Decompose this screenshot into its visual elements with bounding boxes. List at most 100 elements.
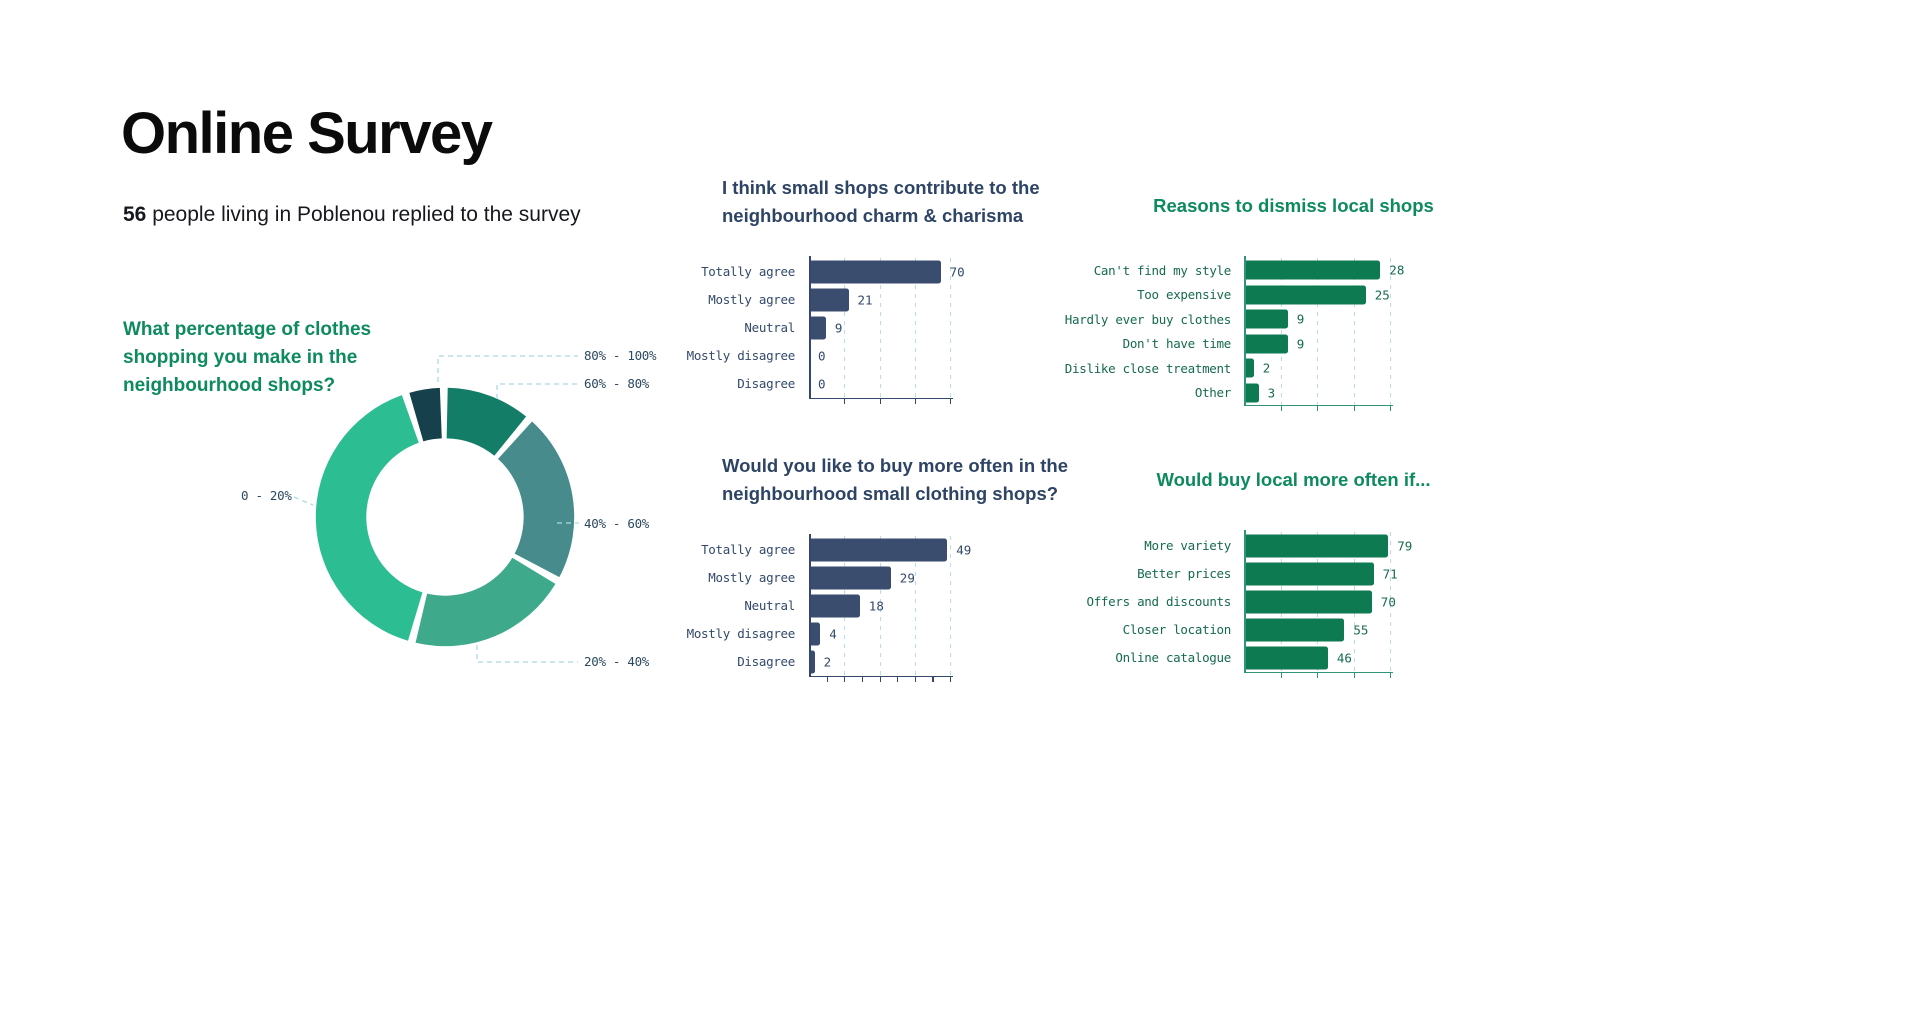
donut-callout-label-80-100: 80% - 100% (584, 348, 657, 363)
bar-value-label: 49 (956, 542, 972, 557)
bar (1244, 562, 1374, 586)
bar-row: Dislike close treatment 2 (1041, 356, 1421, 381)
x-axis-line (809, 675, 953, 677)
bar-row: Mostly disagree 0 (687, 342, 1080, 370)
bar-track: 55 (1244, 616, 1390, 644)
respondent-count: 56 (123, 203, 147, 226)
bar-row: Can't find my style 28 (1041, 258, 1421, 283)
bar-category-label: Mostly agree (708, 292, 795, 307)
donut-callout-label-20-40: 20% - 40% (584, 654, 650, 669)
bar-category-label: Totally agree (701, 264, 795, 279)
bar-value-label: 18 (868, 598, 884, 613)
bar-plot: Can't find my style 28 Too expensive 25 Hard… (1041, 255, 1421, 413)
donut-segment-40% - 60% (498, 421, 575, 578)
bar-track: 28 (1244, 258, 1404, 283)
bar-chart-title: I think small shops contribute to the ne… (722, 177, 1040, 226)
gridline (1390, 257, 1391, 405)
bar-category-label: Too expensive (1137, 287, 1231, 302)
x-axis-tick (950, 398, 952, 404)
x-axis-line (1244, 671, 1393, 674)
bar-value-label: 70 (1380, 594, 1396, 610)
x-axis-tick (861, 676, 864, 682)
bar-row: Totally agree 49 (700, 536, 1080, 564)
bar-category-label: Dislike close treatment (1064, 360, 1232, 376)
bar-chart-small-shops-charm: I think small shops contribute to the ne… (687, 174, 1080, 406)
y-axis-line (1244, 255, 1246, 406)
x-axis-tick (879, 398, 881, 404)
donut-chart-title: What percentage of clothes shopping you … (123, 319, 372, 396)
x-axis-tick (826, 676, 828, 682)
bar-track: 18 (809, 592, 950, 620)
bar (1244, 285, 1366, 304)
bar-category-label: Disagree (737, 654, 795, 669)
gridline (844, 257, 846, 398)
bar (1244, 334, 1288, 353)
bar (1244, 358, 1254, 378)
donut-segment-20% - 40% (415, 557, 556, 647)
bar-row: Offers and discounts 70 (1041, 588, 1421, 616)
gridline (1390, 531, 1391, 672)
bar-value-label: 2 (823, 654, 832, 669)
x-axis-tick (1317, 672, 1319, 678)
bar-track: 0 (809, 370, 950, 398)
bar (1244, 590, 1372, 614)
y-axis-line (809, 255, 811, 399)
bar-plot: Totally agree 49 Mostly agree 29 Neutral 18 Mo… (686, 533, 1080, 684)
bar-row: Totally agree 70 (700, 258, 1080, 286)
bar (1244, 309, 1288, 329)
bar (809, 260, 941, 283)
donut-segment-80% - 100% (409, 387, 442, 442)
x-axis-line (809, 397, 953, 399)
bar-value-label: 21 (857, 292, 873, 307)
bar-category-label: Better prices (1137, 566, 1231, 582)
x-axis-tick (1390, 672, 1392, 678)
bar-value-label: 79 (1397, 538, 1413, 554)
bar-category-label: Mostly agree (708, 570, 795, 585)
y-axis-line (1244, 529, 1246, 673)
bar-value-label: 71 (1382, 566, 1398, 582)
bar-value-label: 2 (1262, 360, 1271, 376)
bar-value-label: 28 (1389, 262, 1405, 278)
bar-row: Hardly ever buy clothes 9 (1041, 307, 1421, 332)
bar-row: Better prices 71 (1041, 560, 1421, 588)
bar-track: 9 (809, 314, 950, 342)
gridline (1353, 257, 1355, 405)
bar-category-label: Neutral (744, 320, 795, 335)
leader-line-80-100 (437, 355, 578, 382)
x-axis-tick (1390, 405, 1392, 411)
bar (1244, 618, 1345, 642)
bar-category-label: Hardly ever buy clothes (1064, 311, 1232, 327)
bar-chart-title: Would buy local more often if... (1156, 469, 1431, 490)
bar-track: 70 (809, 258, 965, 286)
bar-row: More variety 79 (1041, 532, 1421, 560)
x-axis-tick (950, 676, 952, 682)
x-axis-tick (1317, 405, 1319, 411)
bar (809, 316, 826, 339)
bar-row: Too expensive 25 (1041, 282, 1421, 307)
x-axis-tick (897, 676, 899, 682)
bar (1244, 534, 1389, 558)
bar-chart-title: Reasons to dismiss local shops (1153, 195, 1434, 216)
gridline (950, 257, 951, 398)
bar-category-label: Neutral (744, 598, 795, 613)
donut-segment-60% - 80% (446, 387, 527, 456)
donut-chart (315, 387, 575, 647)
bar-track: 2 (809, 648, 950, 676)
gridline (879, 257, 881, 398)
bar (809, 288, 849, 311)
bar-track: 29 (809, 564, 950, 592)
bar-plot: Totally agree 70 Mostly agree 21 Neutral 9 Mos… (687, 255, 1080, 406)
bar-category-label: Can't find my style (1093, 262, 1232, 278)
bar-track: 25 (1244, 282, 1390, 307)
bar-chart-buy-local-if: Would buy local more often if... More va… (1041, 466, 1431, 680)
bar-category-label: Mostly disagree (686, 626, 796, 641)
bar-value-label: 9 (1296, 311, 1305, 327)
bar (1244, 260, 1381, 280)
x-axis-tick (844, 398, 846, 404)
gridline (1317, 257, 1318, 405)
bar-category-label: Don't have time (1122, 336, 1232, 351)
x-axis-tick (844, 676, 846, 682)
bar (809, 650, 815, 673)
bar-track: 3 (1244, 380, 1390, 405)
bar-chart-title: Would you like to buy more often in the … (722, 455, 1069, 504)
